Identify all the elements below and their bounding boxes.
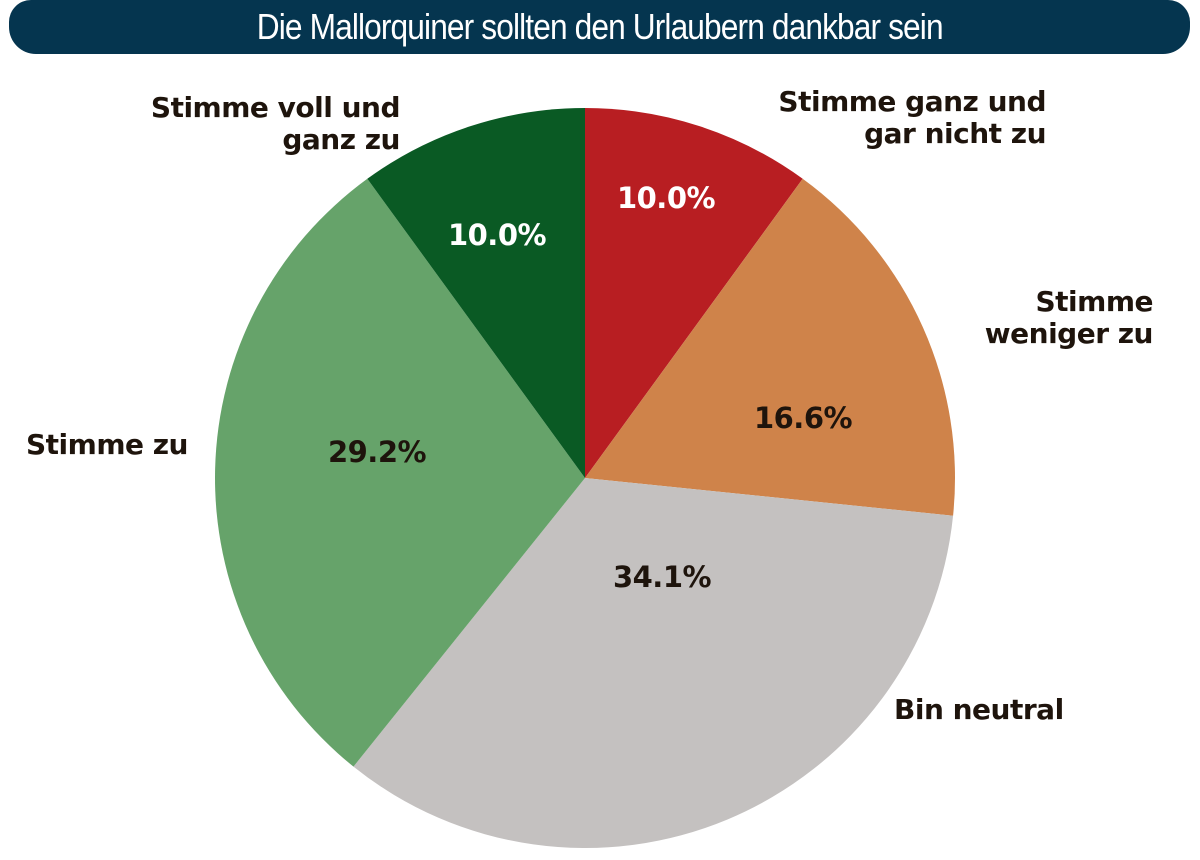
pie-slice-4 [367, 108, 585, 478]
pie-slice-2 [353, 478, 954, 848]
pie-slice-1 [585, 178, 956, 516]
chart-title-bar: Die Mallorquiner sollten den Urlaubern d… [9, 0, 1190, 54]
value-label-strongly-agree: 10.0% [447, 218, 547, 252]
chart-title: Die Mallorquiner sollten den Urlaubern d… [256, 6, 944, 47]
value-label-agree: 29.2% [327, 435, 427, 469]
value-label-disagree: 16.6% [753, 401, 853, 435]
label-neutral: Bin neutral [894, 693, 1064, 726]
pie-slices [215, 108, 956, 848]
label-strongly-agree: Stimme voll und ganz zu [150, 91, 401, 156]
pie-slice-0 [585, 108, 803, 478]
value-label-strongly-disagree: 10.0% [616, 181, 716, 215]
label-disagree: Stimme weniger zu [984, 285, 1154, 350]
label-agree: Stimme zu [26, 428, 188, 461]
value-label-neutral: 34.1% [612, 560, 712, 594]
label-strongly-disagree: Stimme ganz und gar nicht zu [778, 85, 1046, 150]
pie-slice-3 [215, 178, 585, 767]
